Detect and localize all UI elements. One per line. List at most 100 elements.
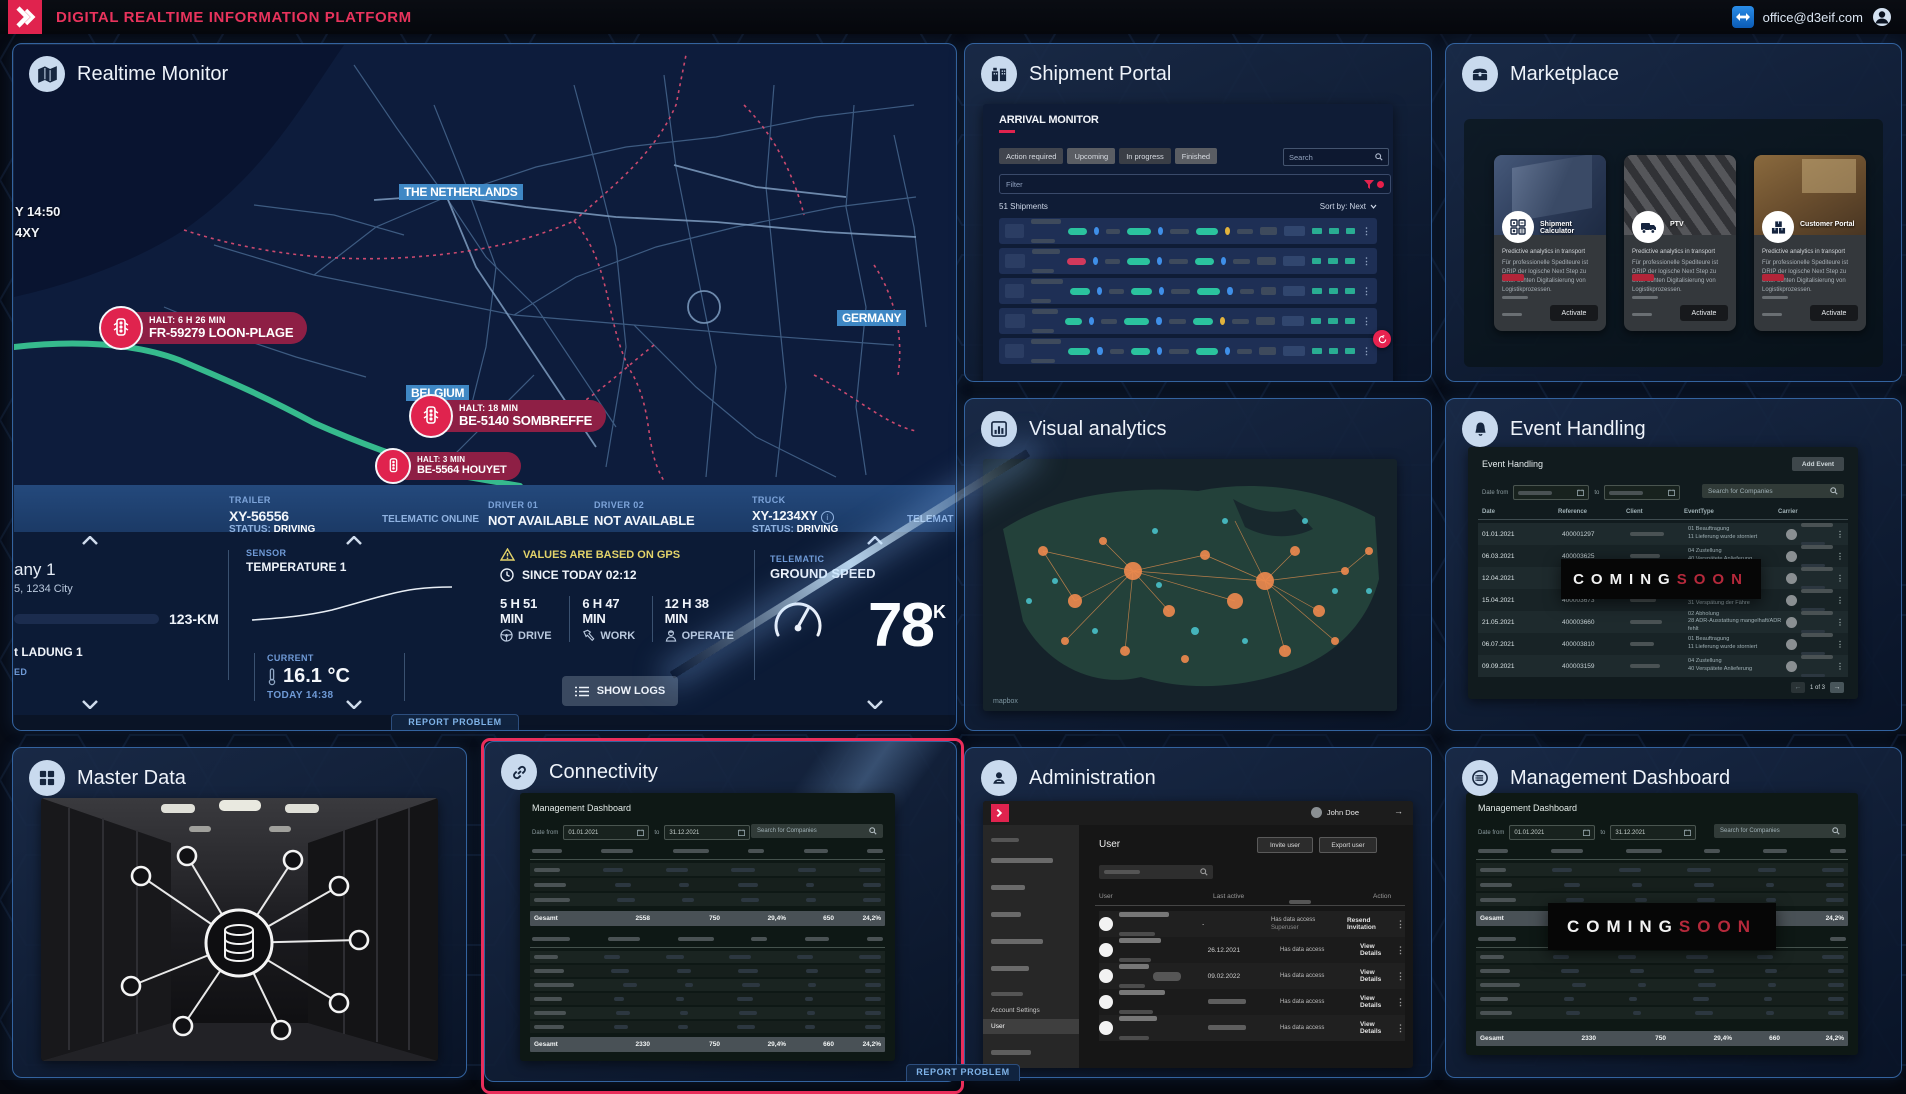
map-marker-loon-plage[interactable]: HALT: 6 H 26 MIN FR-59279 LOON-PLAGE bbox=[99, 306, 308, 350]
tile-administration[interactable]: Administration John Doe → Account Settin… bbox=[964, 747, 1432, 1078]
tab-in-progress[interactable]: In progress bbox=[1119, 148, 1171, 164]
tile-management-dashboard[interactable]: Management Dashboard Management Dashboar… bbox=[1445, 747, 1902, 1078]
pagination-prev-button[interactable]: ← bbox=[1790, 682, 1805, 693]
filter-icon[interactable] bbox=[1364, 179, 1374, 189]
marketplace-card-customer-portal[interactable]: Customer Portal Predictive analytics in … bbox=[1754, 155, 1866, 331]
admin-search-box[interactable] bbox=[1099, 865, 1213, 879]
chevron-up-icon[interactable] bbox=[346, 536, 362, 545]
info-icon[interactable]: i bbox=[820, 511, 834, 524]
row-menu-icon[interactable]: ⋮ bbox=[1396, 944, 1405, 955]
marketplace-panel: Shipment Calculator Predictive analytics… bbox=[1464, 119, 1883, 367]
invite-user-button[interactable]: Invite user bbox=[1257, 837, 1313, 853]
date-to-input[interactable]: 31.12.2021 bbox=[664, 825, 751, 840]
chevron-up-icon[interactable] bbox=[867, 536, 883, 545]
row-menu-icon[interactable]: ⋮ bbox=[1362, 315, 1371, 326]
date-from-input[interactable]: 01.01.2021 bbox=[1509, 825, 1596, 840]
add-event-button[interactable]: Add Event bbox=[1792, 457, 1844, 471]
row-menu-icon[interactable]: ⋮ bbox=[1836, 529, 1844, 539]
row-menu-icon[interactable]: ⋮ bbox=[1362, 345, 1372, 356]
tab-finished[interactable]: Finished bbox=[1174, 148, 1218, 164]
date-from-input[interactable] bbox=[1513, 485, 1590, 500]
event-row[interactable]: 06.07.2021 400003810 01 Beauftragung 11 L… bbox=[1478, 632, 1848, 655]
tile-marketplace[interactable]: Marketplace Shipment Calculator Predicti… bbox=[1445, 43, 1902, 382]
chevron-up-icon[interactable] bbox=[82, 536, 98, 545]
row-menu-icon[interactable]: ⋮ bbox=[1362, 225, 1372, 236]
calculator-icon bbox=[1502, 211, 1534, 243]
arrow-right-icon[interactable]: → bbox=[1394, 806, 1403, 816]
admin-user-row[interactable]: 26.12.2021 Has data access View Details … bbox=[1099, 937, 1405, 963]
marketplace-card-ptv[interactable]: PTV Predictive analytics in transport Fü… bbox=[1624, 155, 1736, 331]
database-icon bbox=[224, 924, 254, 962]
event-row[interactable]: 09.09.2021 400003159 04 Zustellung 40 Ver… bbox=[1478, 654, 1848, 677]
account-icon[interactable] bbox=[1872, 7, 1892, 27]
gps-durations-block: VALUES ARE BASED ON GPS SINCE TODAY 02:1… bbox=[500, 548, 746, 706]
row-menu-icon[interactable]: ⋮ bbox=[1396, 918, 1405, 929]
shipment-row[interactable]: ⋮ bbox=[999, 338, 1377, 364]
row-menu-icon[interactable]: ⋮ bbox=[1362, 285, 1371, 296]
portal-filter-input[interactable]: Filter bbox=[999, 174, 1391, 194]
row-menu-icon[interactable]: ⋮ bbox=[1396, 996, 1405, 1007]
date-to-input[interactable]: 31.12.2021 bbox=[1610, 825, 1697, 840]
row-menu-icon[interactable]: ⋮ bbox=[1836, 661, 1844, 671]
row-menu-icon[interactable]: ⋮ bbox=[1836, 551, 1844, 561]
traffic-light-icon bbox=[99, 306, 143, 350]
map-attribution: mapbox bbox=[993, 698, 1018, 705]
event-row[interactable]: 21.05.2021 400003660 02 Abholung 28 ADR-A… bbox=[1478, 611, 1848, 633]
shipment-row[interactable]: ⋮ bbox=[999, 248, 1377, 274]
tab-upcoming[interactable]: Upcoming bbox=[1067, 148, 1116, 164]
report-problem-tab[interactable]: REPORT PROBLEM bbox=[906, 1064, 1020, 1081]
md-search-box[interactable]: Search for Companies bbox=[1714, 824, 1846, 838]
tile-shipment-portal[interactable]: Shipment Portal ARRIVAL MONITOR Action r… bbox=[964, 43, 1432, 382]
tile-connectivity[interactable]: Connectivity Management Dashboard Date f… bbox=[484, 741, 957, 1082]
shipment-row[interactable]: ⋮ bbox=[999, 308, 1377, 334]
portal-floating-action-button[interactable] bbox=[1373, 330, 1391, 348]
row-menu-icon[interactable]: ⋮ bbox=[1836, 617, 1844, 627]
events-search-box[interactable]: Search for Companies bbox=[1702, 484, 1844, 498]
row-menu-icon[interactable]: ⋮ bbox=[1396, 1022, 1405, 1033]
activate-button[interactable]: Activate bbox=[1550, 305, 1598, 321]
tile-title: Visual analytics bbox=[1029, 417, 1167, 440]
map-marker-houyet[interactable]: HALT: 3 MIN BE-5564 HOUYET bbox=[375, 448, 521, 484]
sidebar-item-account-settings[interactable]: Account Settings bbox=[991, 1007, 1040, 1015]
shipment-row[interactable]: ⋮ bbox=[999, 218, 1377, 244]
admin-user-row[interactable]: Has data access View Details ⋮ bbox=[1099, 989, 1405, 1015]
admin-user-row[interactable]: - Has data access Superuser Resend Invita… bbox=[1099, 911, 1405, 937]
report-problem-tab[interactable]: REPORT PROBLEM bbox=[391, 714, 519, 730]
admin-user-row[interactable]: Has data access View Details ⋮ bbox=[1099, 1015, 1405, 1041]
tile-master-data[interactable]: Master Data bbox=[12, 747, 467, 1078]
portal-search-box[interactable]: Search bbox=[1283, 148, 1389, 166]
admin-sidebar: Account Settings User bbox=[983, 825, 1079, 1068]
sidebar-item-user[interactable]: User bbox=[983, 1019, 1079, 1035]
row-menu-icon[interactable]: ⋮ bbox=[1396, 970, 1405, 981]
management-dashboard-screenshot: Management Dashboard Date from 01.01.202… bbox=[1466, 793, 1858, 1055]
map-marker-sombreffe[interactable]: HALT: 18 MIN BE-5140 SOMBREFFE bbox=[409, 394, 607, 438]
row-menu-icon[interactable]: ⋮ bbox=[1836, 573, 1844, 583]
activate-button[interactable]: Activate bbox=[1680, 305, 1728, 321]
pagination-next-button[interactable]: → bbox=[1830, 682, 1844, 693]
date-from-input[interactable]: 01.01.2021 bbox=[563, 825, 650, 840]
show-logs-button[interactable]: SHOW LOGS bbox=[562, 676, 678, 706]
export-user-button[interactable]: Export user bbox=[1319, 837, 1377, 853]
drip-logo-icon[interactable] bbox=[8, 0, 42, 34]
activate-button[interactable]: Activate bbox=[1810, 305, 1858, 321]
event-row[interactable]: 01.01.2021 400001297 01 Beauftragung 11 L… bbox=[1478, 522, 1848, 545]
tile-visual-analytics[interactable]: Visual analytics ma bbox=[964, 398, 1432, 731]
tile-event-handling[interactable]: Event Handling Event Handling Add Event … bbox=[1445, 398, 1902, 731]
date-to-input[interactable] bbox=[1604, 485, 1681, 500]
shipment-row[interactable]: ⋮ bbox=[999, 278, 1377, 304]
row-menu-icon[interactable]: ⋮ bbox=[1836, 639, 1844, 649]
md-table-row bbox=[1476, 993, 1848, 1005]
remote-session-icon[interactable] bbox=[1731, 6, 1754, 28]
tile-realtime-monitor[interactable]: Realtime Monitor Y 14:50 4XY THE NETHERL… bbox=[12, 43, 957, 731]
row-menu-icon[interactable]: ⋮ bbox=[1836, 595, 1844, 605]
row-menu-icon[interactable]: ⋮ bbox=[1362, 255, 1372, 266]
md-search-box[interactable]: Search for Companies bbox=[751, 824, 883, 838]
chevron-down-icon[interactable] bbox=[346, 700, 362, 709]
admin-user-row[interactable]: 09.02.2022 Has data access View Details … bbox=[1099, 963, 1405, 989]
sort-dropdown[interactable]: Sort by: Next bbox=[1320, 202, 1377, 211]
chevron-down-icon[interactable] bbox=[82, 700, 98, 709]
map-edge-label: Y 14:50 4XY bbox=[15, 204, 61, 240]
marketplace-card-shipment-calculator[interactable]: Shipment Calculator Predictive analytics… bbox=[1494, 155, 1606, 331]
tab-action-required[interactable]: Action required bbox=[999, 148, 1064, 164]
chevron-down-icon[interactable] bbox=[867, 700, 883, 709]
